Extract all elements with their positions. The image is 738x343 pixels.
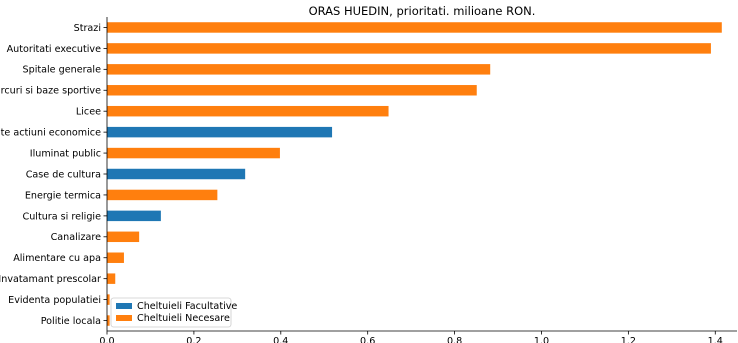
bar-cultura-si-religie [107,210,161,222]
category-label: Evidenta populatiei [8,295,101,306]
category-label: Canalizare [51,232,102,243]
category-label: Invatamant prescolar [0,274,101,285]
category-label: Licee [76,107,101,118]
x-tick-label: 1.0 [534,336,549,343]
x-tick-label: 0.8 [447,336,462,343]
category-label: Strazi [74,23,101,34]
category-label: Case de cultura [26,169,101,180]
legend-label: Cheltuieli Facultative [137,301,237,312]
bar-strazi [107,22,722,33]
x-tick-label: 1.2 [621,336,636,343]
bar-case-de-cultura [107,168,246,180]
bar-canalizare [107,231,140,243]
category-label: Alte actiuni economice [0,128,101,139]
category-label: Iluminat public [30,148,101,159]
bar-iluminat-public [107,147,280,159]
category-label: Spitale generale [23,65,102,76]
category-label: Politie locala [41,316,101,327]
bar-parcuri-si-baze-sportive [107,85,477,96]
bar-licee [107,105,389,117]
category-label: Cultura si religie [23,211,102,222]
bar-energie-termica [107,189,218,201]
bar-invatamant-prescolar [107,273,116,284]
bar-spitale-generale [107,64,491,75]
category-labels: Strazi Autoritati executive Spitale genera… [0,23,107,327]
bar-politie-locala [107,315,110,326]
x-tick-label: 0.6 [360,336,375,343]
legend-box [110,297,232,328]
x-tick-label: 1.4 [708,336,723,343]
legend-swatch-cheltuieli-facultative [116,303,132,309]
chart-title: ORAS HUEDIN, prioritati. milioane RON. [309,4,536,18]
bar-evidenta-populatiei [107,294,110,305]
x-tick-label: 0.2 [186,336,201,343]
axes-frame [106,17,737,332]
category-label: Energie termica [25,190,101,201]
legend-label: Cheltuieli Necesare [137,313,230,324]
category-label: Alimentare cu apa [13,253,101,264]
bar-alte-actiuni-economice [107,126,333,138]
legend-swatch-cheltuieli-necesare [116,315,132,321]
x-tick-label: 0.4 [273,336,288,343]
category-label: Parcuri si baze sportive [0,86,101,97]
category-label: Autoritati executive [7,44,101,55]
x-tick-label: 0.0 [99,336,114,343]
bar-autoritati-executive [107,43,711,54]
bars-group [107,22,722,326]
x-axis: 0.0 0.2 0.4 0.6 0.8 1.0 1.2 1.4 [99,331,723,343]
bar-alimentare-cu-apa [107,252,124,263]
